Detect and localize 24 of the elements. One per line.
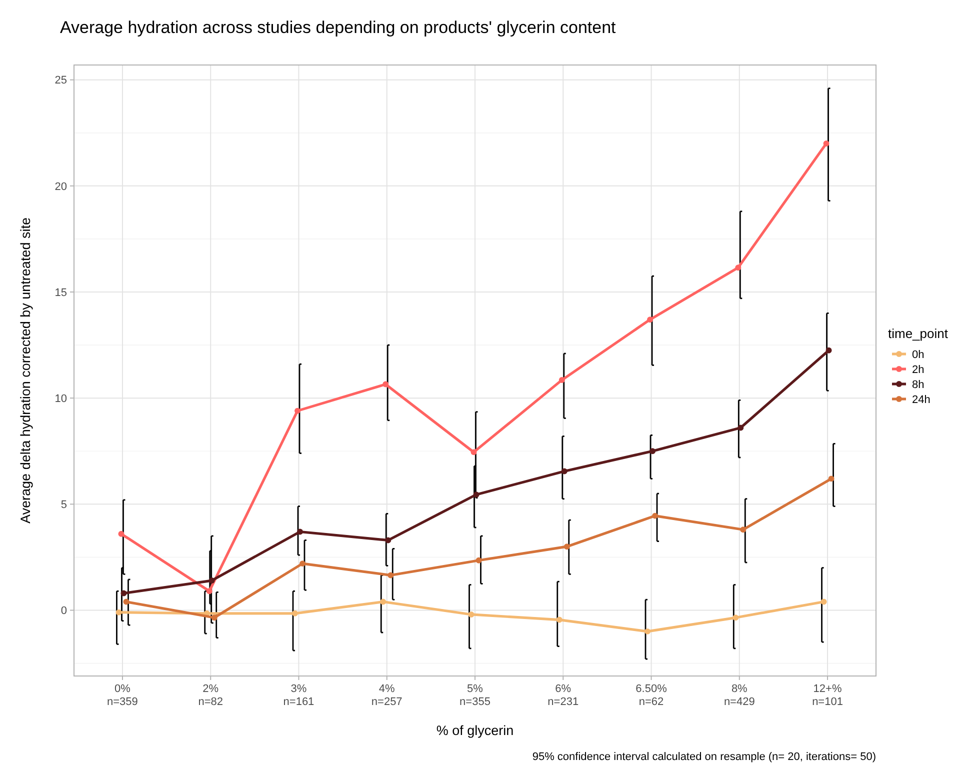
y-tick-label: 25: [54, 74, 67, 87]
chart-title: Average hydration across studies depending on products' glycerin content: [60, 18, 616, 37]
x-tick-label: 4% n=257: [371, 683, 402, 708]
x-tick-label: 8% n=429: [724, 683, 755, 708]
legend-label: 8h: [912, 378, 924, 391]
y-tick-label: 15: [54, 286, 67, 299]
legend-label: 24h: [912, 394, 930, 406]
x-tick-label: 12+% n=101: [812, 683, 843, 708]
y-tick-label: 0: [60, 605, 67, 618]
legend-label: 2h: [912, 364, 924, 376]
x-tick-label: 6% n=231: [548, 683, 579, 708]
x-tick-label: 3% n=161: [283, 683, 314, 708]
x-tick-label: 0% n=359: [107, 683, 138, 708]
x-tick-label: 2% n=82: [198, 683, 223, 708]
legend-label: 0h: [912, 348, 924, 361]
x-tick-label: 5% n=355: [460, 683, 490, 708]
y-tick-label: 10: [54, 392, 67, 405]
x-tick-label: 6.50% n=62: [636, 683, 668, 708]
x-axis-title: % of glycerin: [436, 723, 514, 738]
y-axis-title: Average delta hydration corrected by untreated site: [18, 218, 33, 524]
y-tick-label: 20: [54, 180, 67, 193]
y-tick-label: 5: [60, 499, 67, 512]
text: 95% confidence interval calculated on resample (n= 20, iterations= 50): [532, 751, 876, 763]
legend-title: time_point: [888, 326, 948, 341]
